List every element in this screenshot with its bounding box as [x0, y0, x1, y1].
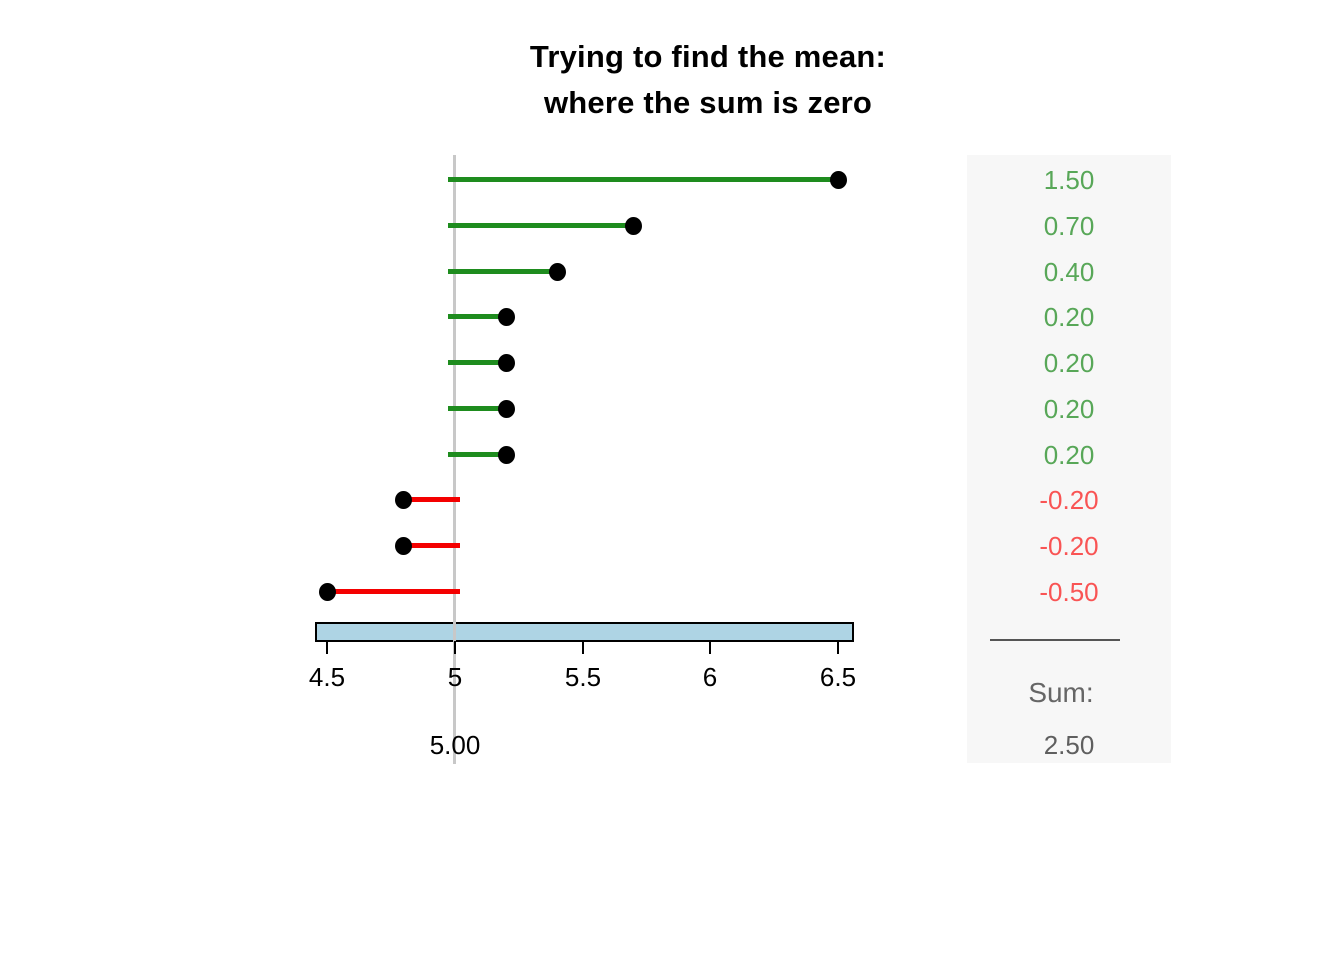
data-range-bar	[315, 622, 854, 642]
data-point	[498, 400, 515, 418]
data-point	[395, 491, 412, 509]
deviation-value-label: 0.20	[1043, 302, 1095, 332]
deviation-value-label: 0.20	[1043, 440, 1095, 470]
x-axis-tick	[837, 641, 839, 654]
x-axis-tick	[454, 641, 456, 654]
data-point	[319, 583, 336, 601]
deviation-value-label: -0.20	[1039, 531, 1099, 561]
positive-deviation-stem	[448, 223, 634, 228]
data-point	[830, 171, 847, 189]
data-point	[395, 537, 412, 555]
deviation-value-label: 0.40	[1043, 257, 1095, 287]
sum-label: Sum:	[1028, 677, 1094, 708]
positive-deviation-stem	[448, 452, 506, 457]
positive-deviation-stem	[448, 269, 557, 274]
positive-deviation-stem	[448, 314, 506, 319]
data-point	[498, 308, 515, 326]
deviation-value-label: -0.20	[1039, 485, 1099, 515]
mean-reference-line	[453, 155, 456, 764]
data-point	[498, 354, 515, 372]
x-axis-tick-label: 5	[447, 662, 463, 692]
deviation-value-label: 0.20	[1043, 348, 1095, 378]
data-point	[625, 217, 642, 235]
negative-deviation-stem	[404, 543, 460, 548]
deviation-value-label: 0.20	[1043, 394, 1095, 424]
sum-divider-line	[990, 639, 1120, 641]
sum-value: 2.50	[1043, 730, 1095, 760]
negative-deviation-stem	[404, 497, 460, 502]
x-axis-tick	[709, 641, 711, 654]
negative-deviation-stem	[327, 589, 460, 594]
positive-deviation-stem	[448, 406, 506, 411]
deviation-value-label: 1.50	[1043, 165, 1095, 195]
x-axis-tick-label: 6	[702, 662, 718, 692]
deviation-values-panel	[967, 155, 1171, 763]
x-axis-tick	[326, 641, 328, 654]
chart-title-line1: Trying to find the mean:	[529, 39, 887, 74]
deviation-value-label: 0.70	[1043, 211, 1095, 241]
candidate-mean-label: 5.00	[429, 730, 481, 760]
positive-deviation-stem	[448, 177, 838, 182]
x-axis-tick-label: 6.5	[819, 662, 857, 692]
chart-title: Trying to find the mean: where the sum i…	[358, 34, 1058, 125]
x-axis-tick-label: 4.5	[308, 662, 346, 692]
x-axis-tick	[582, 641, 584, 654]
positive-deviation-stem	[448, 360, 506, 365]
data-point	[498, 446, 515, 464]
deviation-value-label: -0.50	[1039, 577, 1099, 607]
chart-title-line2: where the sum is zero	[543, 84, 873, 120]
data-point	[549, 263, 566, 281]
x-axis-tick-label: 5.5	[564, 662, 602, 692]
